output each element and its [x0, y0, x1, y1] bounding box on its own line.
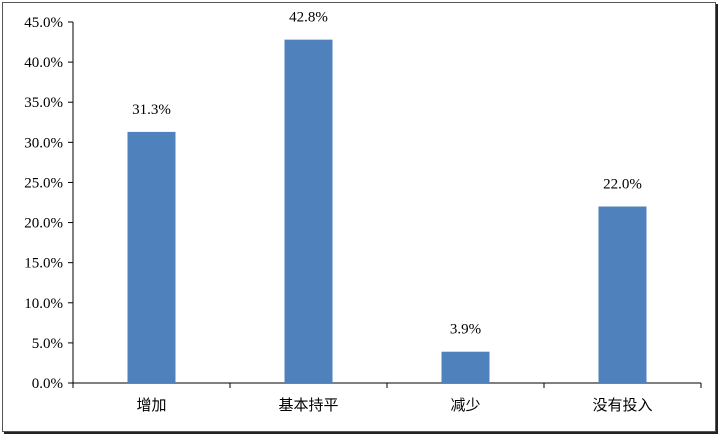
y-tick-label: 5.0% — [32, 336, 63, 352]
x-tick-label: 基本持平 — [278, 396, 338, 414]
bar — [127, 131, 176, 383]
y-tick-label: 15.0% — [24, 256, 63, 272]
data-label: 3.9% — [450, 322, 481, 338]
data-label: 31.3% — [132, 102, 171, 118]
data-label: 42.8% — [289, 10, 328, 26]
y-tick-label: 0.0% — [32, 376, 63, 392]
x-tick-label: 减少 — [450, 396, 480, 414]
chart-frame — [2, 2, 716, 432]
x-tick-label: 增加 — [136, 396, 166, 414]
y-tick-label: 30.0% — [24, 135, 63, 151]
bar — [598, 206, 647, 383]
y-tick-label: 40.0% — [24, 55, 63, 71]
bar — [284, 39, 333, 383]
y-tick-label: 45.0% — [24, 15, 63, 31]
data-label: 22.0% — [603, 177, 642, 193]
x-tick-label: 没有投入 — [592, 396, 652, 414]
y-tick-label: 10.0% — [24, 296, 63, 312]
y-tick-label: 20.0% — [24, 216, 63, 232]
y-tick-label: 25.0% — [24, 175, 63, 191]
y-tick-label: 35.0% — [24, 95, 63, 111]
bar — [441, 351, 490, 383]
